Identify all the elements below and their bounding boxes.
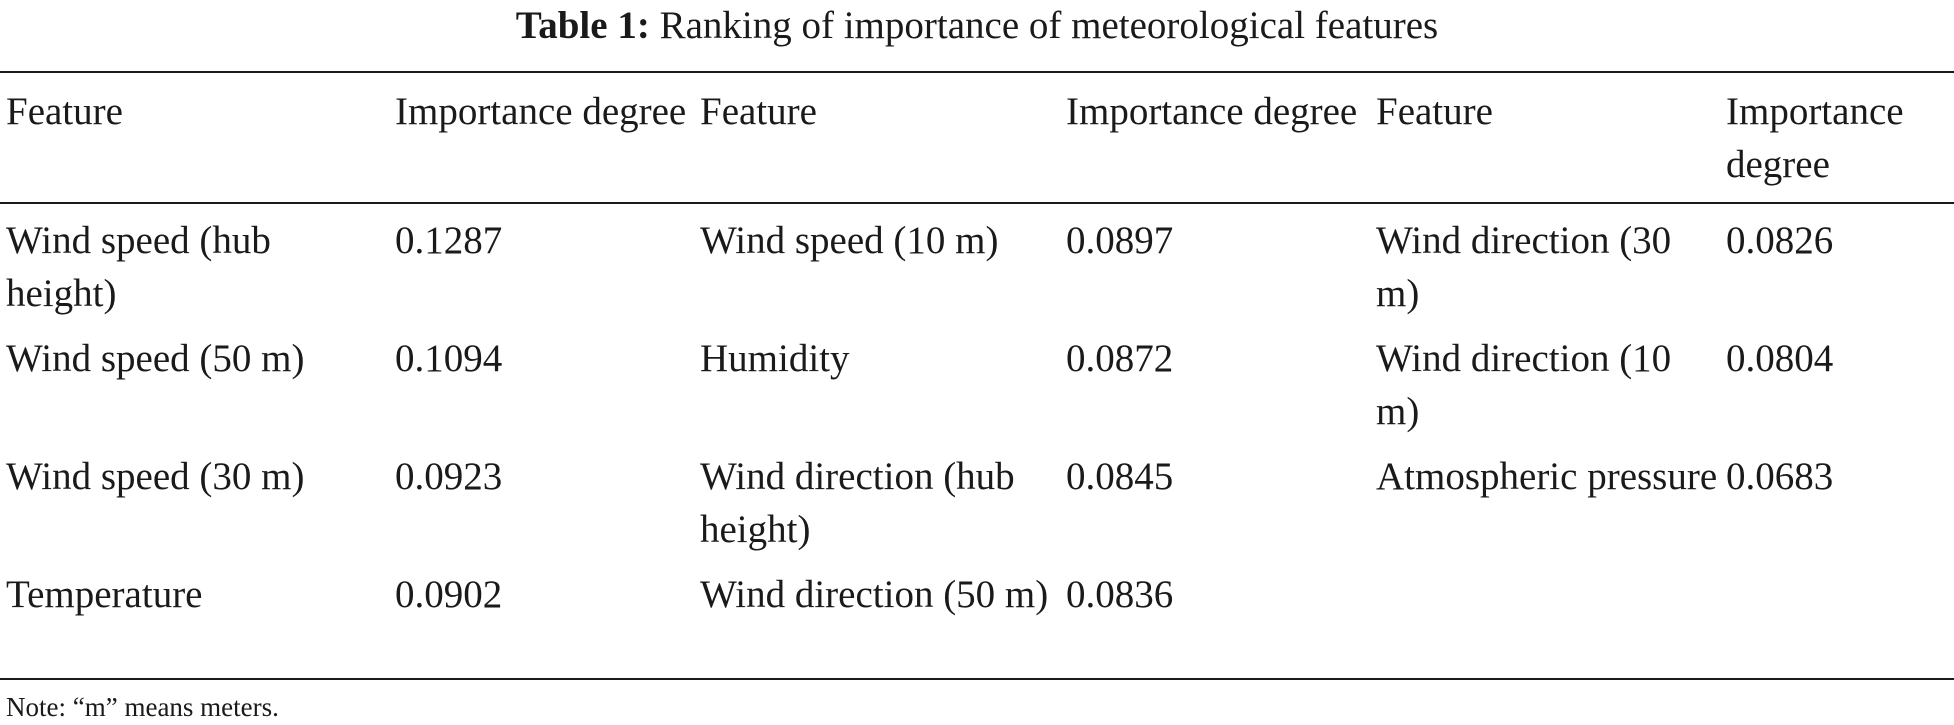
header-importance-3: Importance degree — [1726, 90, 1904, 186]
table-cell — [1370, 556, 1720, 672]
table-cell: 0.0826 — [1726, 219, 1834, 262]
table-cell: 0.0683 — [1726, 455, 1834, 498]
table-caption: Table 1: Ranking of importance of meteor… — [0, 0, 1954, 60]
table-top-rule — [0, 71, 1954, 73]
table-cell: 0.0923 — [395, 455, 503, 498]
table-cell: 0.0872 — [1066, 337, 1174, 380]
header-importance-2: Importance degree — [1066, 90, 1358, 133]
table-cell: Wind direction (hub height) — [700, 455, 1015, 551]
table-bottom-rule — [0, 678, 1954, 680]
table-cell: Wind direction (50 m) — [700, 573, 1049, 616]
table-cell: Atmospheric pressure — [1376, 455, 1718, 498]
header-importance-1: Importance degree — [395, 90, 687, 133]
table-cell: Wind speed (10 m) — [700, 219, 999, 262]
table-cell: Humidity — [700, 337, 850, 380]
table-cell: Wind direction (30 m) — [1376, 219, 1672, 315]
table-cell: Wind speed (hub height) — [6, 219, 271, 315]
table-cell: 0.0836 — [1066, 573, 1174, 616]
table-row: Wind speed (30 m) 0.0923 Wind direction … — [0, 438, 1954, 556]
table-cell: Wind speed (30 m) — [6, 455, 305, 498]
table-cell: 0.0902 — [395, 573, 503, 616]
table-cell: Temperature — [6, 573, 203, 616]
table-cell: 0.1287 — [395, 219, 503, 262]
table-header-rule — [0, 202, 1954, 204]
table-cell — [1720, 556, 1954, 672]
header-feature-3: Feature — [1376, 90, 1493, 133]
table-caption-label: Table 1: — [515, 4, 650, 47]
table-cell: 0.0804 — [1726, 337, 1834, 380]
table-cell: 0.0897 — [1066, 219, 1174, 262]
header-feature-1: Feature — [6, 90, 123, 133]
table-cell: 0.0845 — [1066, 455, 1174, 498]
table-row: Temperature 0.0902 Wind direction (50 m)… — [0, 556, 1954, 672]
table-cell: 0.1094 — [395, 337, 503, 380]
table-cell: Wind direction (10 m) — [1376, 337, 1672, 433]
table-header-row: Feature Importance degree Feature Import… — [0, 73, 1954, 202]
table-cell: Wind speed (50 m) — [6, 337, 305, 380]
feature-importance-table: Feature Importance degree Feature Import… — [0, 73, 1954, 672]
table-note: Note: “m” means meters. — [6, 692, 279, 722]
table-row: Wind speed (50 m) 0.1094 Humidity 0.0872… — [0, 320, 1954, 438]
table-row: Wind speed (hub height) 0.1287 Wind spee… — [0, 202, 1954, 320]
header-feature-2: Feature — [700, 90, 817, 133]
table-caption-title: Ranking of importance of meteorological … — [659, 4, 1439, 47]
